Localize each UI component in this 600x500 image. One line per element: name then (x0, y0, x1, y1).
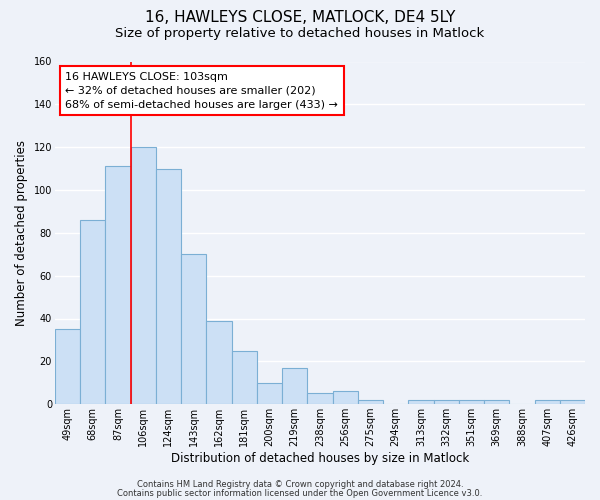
Bar (131, 147, 156, 404)
Bar (307, 394, 332, 404)
Bar (459, 400, 484, 404)
Bar (232, 350, 257, 404)
Bar (80, 220, 106, 404)
Bar (358, 400, 383, 404)
Text: Contains HM Land Registry data © Crown copyright and database right 2024.: Contains HM Land Registry data © Crown c… (137, 480, 463, 489)
Text: Size of property relative to detached houses in Matlock: Size of property relative to detached ho… (115, 28, 485, 40)
Bar (257, 383, 282, 404)
Bar (156, 168, 181, 404)
Text: 16 HAWLEYS CLOSE: 103sqm
← 32% of detached houses are smaller (202)
68% of semi-: 16 HAWLEYS CLOSE: 103sqm ← 32% of detach… (65, 72, 338, 110)
Text: Contains public sector information licensed under the Open Government Licence v3: Contains public sector information licen… (118, 488, 482, 498)
Bar (106, 166, 131, 404)
X-axis label: Distribution of detached houses by size in Matlock: Distribution of detached houses by size … (171, 452, 469, 465)
Bar (535, 400, 560, 404)
Bar (434, 400, 459, 404)
Bar (560, 400, 585, 404)
Bar (55, 329, 80, 404)
Bar (332, 392, 358, 404)
Bar (181, 254, 206, 404)
Bar (282, 368, 307, 404)
Bar (206, 320, 232, 404)
Bar (484, 400, 509, 404)
Bar (408, 400, 434, 404)
Y-axis label: Number of detached properties: Number of detached properties (15, 140, 28, 326)
Text: 16, HAWLEYS CLOSE, MATLOCK, DE4 5LY: 16, HAWLEYS CLOSE, MATLOCK, DE4 5LY (145, 10, 455, 25)
